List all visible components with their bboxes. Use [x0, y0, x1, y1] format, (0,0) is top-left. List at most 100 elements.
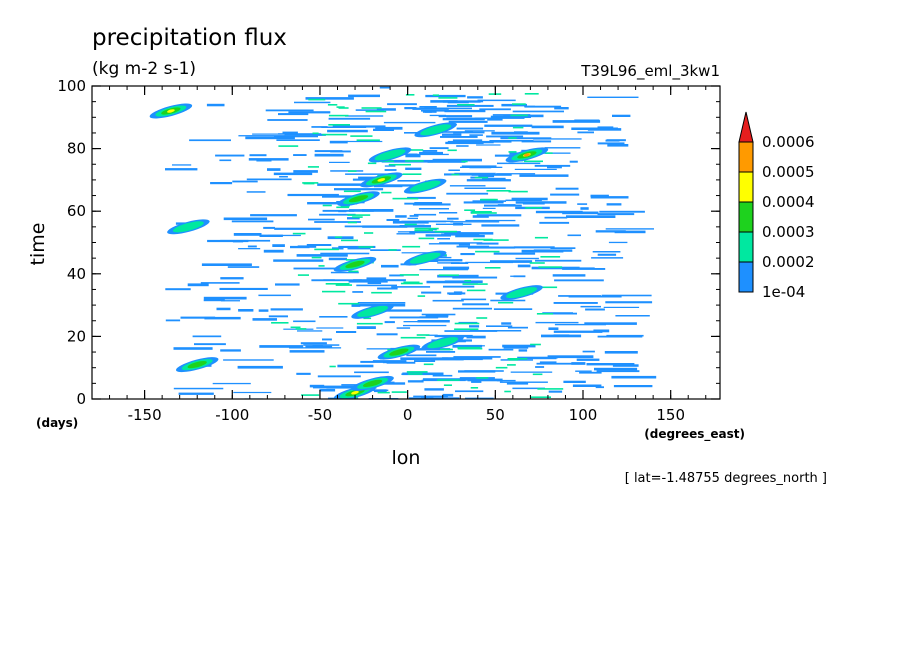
contour-streak [597, 335, 643, 338]
contour-streak [464, 130, 495, 132]
contour-streak [430, 359, 464, 361]
contour-streak [252, 133, 288, 135]
contour-streak [422, 150, 438, 152]
contour-streak [504, 390, 511, 393]
contour-streak [293, 170, 318, 173]
contour-streak [511, 197, 548, 201]
contour-streak [475, 250, 500, 253]
contour-streak [288, 111, 331, 114]
contour-streak [451, 262, 469, 264]
contour-streak [534, 236, 548, 239]
colorbar-label: 0.0004 [762, 193, 815, 211]
contour-streak [568, 295, 622, 298]
contour-streak [447, 140, 494, 144]
contour-streak [518, 349, 528, 352]
contour-streak [603, 306, 640, 308]
contour-streak [531, 125, 564, 129]
contour-streak [439, 212, 458, 214]
contour-streak [308, 98, 326, 101]
contour-streak [367, 281, 382, 284]
contour-streak [352, 291, 364, 293]
contour-streak [464, 280, 471, 282]
contour-streak [201, 263, 252, 266]
contour-streak [535, 210, 583, 214]
contour-streak [456, 145, 469, 147]
contour-streak [425, 334, 438, 336]
contour-streak [400, 336, 426, 339]
heatmap-field [149, 86, 657, 399]
x-tick-label: 0 [403, 406, 413, 424]
contour-streak [599, 210, 645, 213]
contour-streak [292, 232, 306, 235]
contour-streak [378, 160, 394, 163]
contour-streak [539, 361, 557, 365]
contour-streak [332, 125, 386, 128]
contour-streak [178, 392, 214, 395]
contour-streak [347, 140, 383, 143]
contour-streak [484, 124, 533, 127]
contour-streak [267, 168, 281, 171]
contour-streak [460, 345, 485, 347]
contour-streak [334, 188, 384, 191]
contour-streak [483, 239, 509, 241]
x-tick-label: -50 [308, 406, 333, 424]
contour-streak [365, 110, 387, 113]
y-units-label: (days) [36, 416, 78, 430]
x-axis: -150 -100 -50 0 50 100 150 [109, 86, 707, 424]
contour-streak [574, 119, 600, 122]
contour-streak [513, 246, 555, 249]
contour-streak [544, 216, 568, 219]
contour-streak [429, 114, 446, 117]
contour-streak [278, 133, 322, 135]
contour-streak [597, 126, 614, 128]
contour-streak [351, 304, 361, 307]
y-axis-label: time [27, 223, 49, 266]
contour-streak [405, 154, 421, 158]
contour-streak [356, 284, 397, 287]
contour-streak [400, 357, 449, 360]
contour-streak [464, 187, 506, 189]
contour-streak [434, 230, 458, 233]
contour-streak [347, 217, 360, 220]
contour-streak [614, 230, 646, 234]
contour-streak [426, 351, 456, 353]
contour-streak [592, 251, 621, 253]
contour-streak [571, 267, 595, 269]
contour-streak [524, 93, 539, 95]
contour-streak [329, 140, 348, 144]
precip-feature [374, 149, 406, 161]
contour-streak [460, 253, 475, 256]
contour-streak [594, 367, 638, 371]
contour-streak [376, 108, 396, 111]
contour-streak [268, 315, 288, 318]
contour-streak [247, 245, 257, 248]
contour-streak [467, 96, 483, 99]
contour-streak [418, 208, 449, 210]
contour-streak [356, 322, 383, 325]
contour-streak [400, 282, 423, 285]
contour-streak [273, 172, 313, 176]
contour-streak [412, 203, 451, 206]
contour-streak [172, 164, 192, 166]
contour-streak [395, 153, 418, 156]
y-tick-label: 0 [76, 390, 86, 408]
contour-streak [273, 259, 324, 262]
contour-streak [577, 203, 588, 205]
contour-streak [506, 382, 529, 385]
contour-streak [590, 194, 609, 198]
contour-streak [446, 104, 494, 107]
contour-streak [337, 210, 387, 212]
contour-streak [536, 362, 585, 365]
y-tick-label: 20 [67, 327, 86, 345]
contour-streak [471, 173, 512, 176]
x-tick-label: 100 [569, 406, 598, 424]
contour-streak [593, 329, 610, 333]
contour-streak [534, 164, 571, 167]
contour-streak [451, 173, 460, 176]
contour-streak [500, 137, 552, 140]
contour-streak [200, 282, 240, 284]
contour-streak [258, 309, 269, 312]
precip-feature [427, 337, 459, 349]
contour-streak [300, 342, 327, 345]
contour-streak [207, 239, 249, 243]
